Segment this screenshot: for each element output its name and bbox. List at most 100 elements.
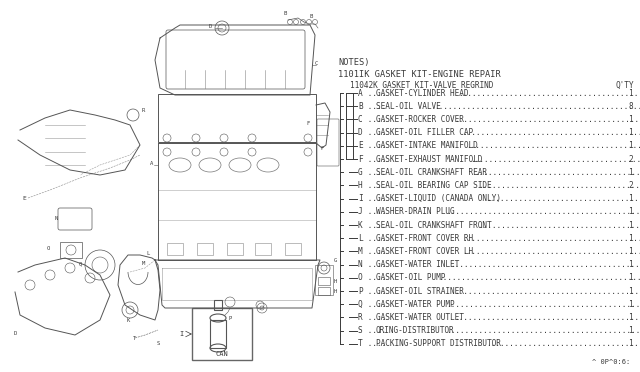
Text: SEAL-OIL VALVE: SEAL-OIL VALVE: [376, 102, 441, 111]
Text: GASKET-FRONT COVER LH: GASKET-FRONT COVER LH: [376, 247, 473, 256]
Text: 1: 1: [628, 168, 633, 177]
Text: 1: 1: [628, 207, 633, 216]
Text: I: I: [358, 194, 363, 203]
Text: ........................................................................: ........................................…: [458, 89, 640, 97]
Text: ....: ....: [363, 115, 386, 124]
Text: P: P: [358, 286, 363, 295]
Text: M: M: [358, 247, 363, 256]
Text: GASKET-FRONT COVER RH: GASKET-FRONT COVER RH: [376, 234, 473, 243]
Text: Q: Q: [79, 261, 82, 266]
Text: GASKET-INTAKE MANIFOLD: GASKET-INTAKE MANIFOLD: [376, 141, 477, 150]
Text: ..............................................................................: ........................................…: [446, 207, 640, 216]
Text: D: D: [209, 24, 212, 29]
Text: H: H: [334, 289, 337, 294]
Text: 1: 1: [628, 89, 633, 97]
Text: R: R: [358, 313, 363, 322]
Text: 8: 8: [628, 102, 633, 111]
Text: P: P: [228, 316, 232, 321]
Text: GASKET-OIL PUMP: GASKET-OIL PUMP: [376, 273, 445, 282]
Text: ......................................................................: ........................................…: [462, 247, 640, 256]
Bar: [192, 308, 252, 360]
Text: ....: ....: [363, 168, 386, 177]
Text: B: B: [310, 14, 313, 19]
Text: G: G: [334, 258, 337, 263]
Text: S: S: [156, 341, 159, 346]
Bar: [210, 320, 226, 348]
Text: 1: 1: [628, 128, 633, 137]
Text: ....: ....: [363, 89, 386, 97]
Text: ....: ....: [363, 141, 386, 150]
Text: ^ 0P^0:6:: ^ 0P^0:6:: [592, 359, 630, 365]
Text: F: F: [321, 146, 324, 151]
Text: C: C: [358, 115, 363, 124]
Text: ...............................................................: ........................................…: [478, 181, 640, 190]
Text: G: G: [358, 168, 363, 177]
Text: A: A: [358, 89, 363, 97]
Text: ...................................................................: ........................................…: [470, 154, 640, 164]
Text: Q: Q: [358, 300, 363, 309]
Text: GASKET-OIL FILLER CAP: GASKET-OIL FILLER CAP: [376, 128, 473, 137]
Text: .....................................................................: ........................................…: [466, 141, 640, 150]
Text: PACKING-SUPPORT DISTRIBUTOR: PACKING-SUPPORT DISTRIBUTOR: [376, 339, 501, 348]
Text: ......................................................................: ........................................…: [462, 128, 640, 137]
Text: GASKET-ROCKER COVER: GASKET-ROCKER COVER: [376, 115, 464, 124]
Text: ..........................................................................: ........................................…: [454, 313, 640, 322]
Text: 1: 1: [628, 221, 633, 230]
Text: ....: ....: [363, 326, 386, 335]
Text: H: H: [358, 181, 363, 190]
Text: ..............................................................................: ........................................…: [446, 326, 640, 335]
Text: WASHER-DRAIN PLUG: WASHER-DRAIN PLUG: [376, 207, 454, 216]
Text: 1: 1: [628, 300, 633, 309]
Text: 1101IK GASKET KIT-ENGINE REPAIR: 1101IK GASKET KIT-ENGINE REPAIR: [338, 70, 500, 79]
Text: GASKET-WATER INLET: GASKET-WATER INLET: [376, 260, 460, 269]
Bar: [318, 277, 330, 285]
Text: ..........................................................................: ........................................…: [454, 115, 640, 124]
Text: GASKET-CYLINDER HEAD: GASKET-CYLINDER HEAD: [376, 89, 468, 97]
Text: 1: 1: [628, 273, 633, 282]
Text: 2: 2: [628, 181, 633, 190]
Text: 1: 1: [628, 247, 633, 256]
Text: A: A: [150, 161, 153, 166]
Text: R: R: [142, 108, 145, 113]
Text: GASKET-OIL STRAINER: GASKET-OIL STRAINER: [376, 286, 464, 295]
Text: ....: ....: [363, 273, 386, 282]
Text: M: M: [142, 261, 145, 266]
Text: SEAL-OIL CRANKSHAFT REAR: SEAL-OIL CRANKSHAFT REAR: [376, 168, 487, 177]
Text: ...........................................................: ........................................…: [486, 194, 640, 203]
Bar: [318, 287, 330, 295]
Text: L: L: [358, 234, 363, 243]
Text: C: C: [315, 61, 318, 66]
Text: F: F: [307, 121, 310, 126]
Text: ......................................................................: ........................................…: [462, 234, 640, 243]
Text: ....: ....: [363, 181, 386, 190]
Text: GASKET-EXHAUST MANIFOLD: GASKET-EXHAUST MANIFOLD: [376, 154, 483, 164]
Bar: [60, 242, 82, 258]
Text: ................................................................................: ........................................…: [434, 102, 640, 111]
Text: T: T: [133, 336, 136, 341]
Text: L: L: [147, 251, 150, 256]
Text: ...........................................................: ........................................…: [486, 339, 640, 348]
Text: SEAL-OIL BEARING CAP SIDE: SEAL-OIL BEARING CAP SIDE: [376, 181, 492, 190]
Text: ....: ....: [363, 339, 386, 348]
Text: ....: ....: [363, 194, 386, 203]
Text: ..............................................................................: ........................................…: [446, 300, 640, 309]
Text: E: E: [358, 141, 363, 150]
Text: 1: 1: [628, 234, 633, 243]
Text: GASKET-WATER PUMP: GASKET-WATER PUMP: [376, 300, 454, 309]
Text: SEAL-OIL CRANKSHAFT FRONT: SEAL-OIL CRANKSHAFT FRONT: [376, 221, 492, 230]
Text: .................................................................: ........................................…: [474, 168, 640, 177]
Text: ....: ....: [363, 247, 386, 256]
Text: E: E: [22, 196, 26, 201]
Bar: [315, 265, 333, 295]
Text: ORING-DISTRIBUTOR: ORING-DISTRIBUTOR: [376, 326, 454, 335]
Text: GASKET-LIQUID (CANADA ONLY): GASKET-LIQUID (CANADA ONLY): [376, 194, 501, 203]
Text: F: F: [358, 154, 363, 164]
Bar: [167, 243, 183, 255]
Text: ............................................................................: ........................................…: [450, 260, 640, 269]
Text: ....: ....: [363, 207, 386, 216]
Text: ....: ....: [363, 260, 386, 269]
Text: D: D: [358, 128, 363, 137]
Text: H: H: [334, 279, 337, 284]
Text: 1: 1: [628, 141, 633, 150]
Text: S: S: [358, 326, 363, 335]
